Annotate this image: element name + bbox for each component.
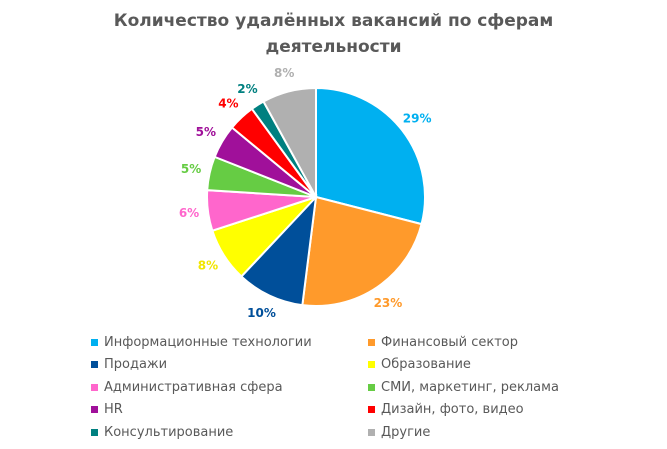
legend-item: Дизайн, фото, видео [368, 399, 524, 421]
legend-label: Другие [381, 424, 431, 440]
legend-item: Информационные технологии [91, 331, 312, 353]
legend-swatch-icon [91, 406, 98, 413]
legend-swatch-icon [368, 383, 375, 391]
slice-value-label: 10% [247, 306, 276, 320]
legend-label: Консультирование [104, 424, 234, 440]
legend-label: СМИ, маркетинг, реклама [381, 379, 559, 395]
legend-label: Дизайн, фото, видео [381, 402, 524, 417]
slice-value-label: 4% [218, 97, 238, 111]
legend-item: Образование [368, 354, 471, 376]
legend-label: Образование [381, 357, 471, 372]
pie-slice [262, 86, 317, 198]
slice-value-label: 8% [198, 259, 218, 273]
pie-slice [301, 195, 423, 307]
chart-title-line-1: Количество удалённых вакансий по сферам [113, 11, 554, 31]
slice-value-label: 8% [274, 66, 294, 80]
legend-item: СМИ, маркетинг, реклама [368, 376, 559, 398]
legend-label: Продажи [104, 357, 168, 372]
slice-value-label: 23% [374, 296, 403, 310]
legend-swatch-icon [368, 406, 375, 413]
slice-value-label: 5% [181, 162, 201, 176]
slice-value-label: 29% [403, 112, 432, 126]
slice-value-label: 5% [196, 125, 216, 139]
legend-item: Консультирование [91, 421, 233, 443]
pie-slice [315, 86, 426, 226]
pie-chart: 29%23%10%8%6%5%5%4%2%8% [179, 66, 432, 320]
legend-label: Финансовый сектор [381, 334, 518, 350]
chart-title: Количество удалённых вакансий по сферам … [0, 8, 667, 60]
slice-value-label: 2% [237, 82, 257, 96]
legend-item: Продажи [91, 354, 167, 376]
legend-swatch-icon [91, 383, 98, 391]
legend-label: Информационные технологии [104, 334, 312, 350]
slice-value-label: 6% [179, 206, 199, 220]
legend-swatch-icon [91, 361, 98, 368]
legend-swatch-icon [91, 428, 98, 436]
legend-swatch-icon [368, 338, 375, 346]
legend-swatch-icon [368, 361, 375, 368]
legend-label: Административная сфера [104, 379, 283, 395]
legend-item: Другие [368, 421, 430, 443]
legend-swatch-icon [91, 338, 98, 346]
chart-title-line-2: деятельности [265, 37, 402, 57]
legend-item: Финансовый сектор [368, 331, 518, 353]
legend-item: Административная сфера [91, 376, 283, 398]
legend-label: HR [104, 402, 123, 417]
legend-swatch-icon [368, 428, 375, 436]
legend-item: HR [91, 399, 123, 421]
